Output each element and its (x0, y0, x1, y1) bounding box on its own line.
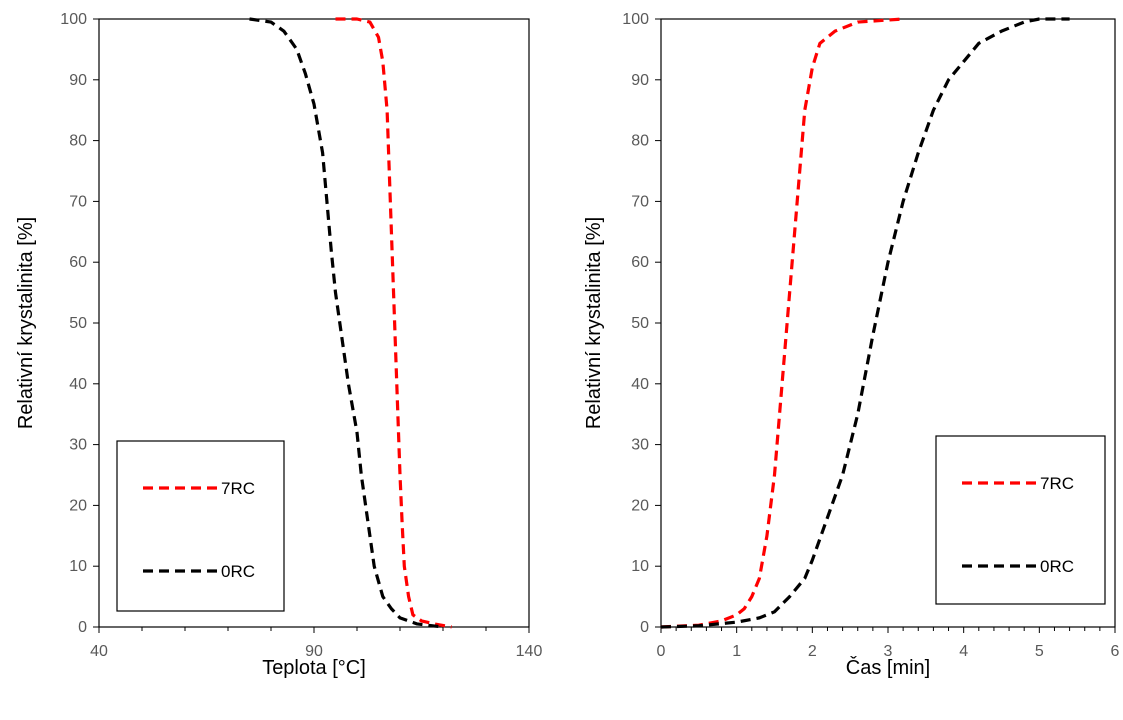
series-line-7rc (335, 17, 452, 629)
y-tick-label: 30 (631, 437, 649, 454)
chart-temperature: 0 10 20 30 40 50 60 70 80 90 100 40 90 140 Teplota [°C… (15, 11, 542, 679)
x-tick-label: 5 (1035, 643, 1044, 660)
y-tick-label: 40 (631, 376, 649, 393)
legend-label-7rc: 7RC (221, 479, 255, 498)
y-tick-label: 100 (60, 11, 87, 28)
x-tick-label: 140 (516, 643, 543, 660)
y-tick-label: 10 (69, 558, 87, 575)
x-tick-label: 2 (808, 643, 817, 660)
x-tick-label: 3 (884, 643, 893, 660)
y-tick-label: 80 (631, 133, 649, 150)
series-line-7rc (660, 17, 904, 629)
series-line-0rc (249, 17, 444, 629)
y-tick-label: 20 (631, 497, 649, 514)
y-tick-label: 10 (631, 558, 649, 575)
series-line-0rc (660, 17, 1070, 629)
y-tick-label: 60 (69, 254, 87, 271)
y-tick-label: 50 (69, 315, 87, 332)
x-tick-label: 4 (959, 643, 968, 660)
y-tick-label: 70 (631, 193, 649, 210)
y-tick-label: 20 (69, 497, 87, 514)
y-tick-label: 80 (69, 133, 87, 150)
y-axis-title: Relativní krystalinita [%] (15, 217, 37, 429)
x-tick-label: 40 (90, 643, 108, 660)
y-tick-label: 0 (640, 619, 649, 636)
legend: 7RC 0RC (116, 440, 285, 612)
legend-label-7rc: 7RC (1040, 474, 1074, 493)
y-tick-label: 100 (622, 11, 649, 28)
x-axis-title: Teplota [°C] (262, 657, 366, 679)
legend-box (935, 435, 1106, 605)
y-tick-label: 90 (69, 72, 87, 89)
x-tick-label: 1 (732, 643, 741, 660)
legend-label-0rc: 0RC (1040, 557, 1074, 576)
x-tick-label: 0 (657, 643, 666, 660)
y-tick-label: 50 (631, 315, 649, 332)
y-tick-label: 70 (69, 193, 87, 210)
x-axis-title: Čas [min] (846, 656, 930, 679)
legend-box (116, 440, 285, 612)
y-tick-label: 60 (631, 254, 649, 271)
y-axis-title: Relativní krystalinita [%] (583, 217, 605, 429)
y-tick-label: 30 (69, 437, 87, 454)
y-tick-label: 90 (631, 72, 649, 89)
x-tick-label: 6 (1111, 643, 1120, 660)
x-tick-label: 90 (305, 643, 323, 660)
legend-label-0rc: 0RC (221, 562, 255, 581)
y-tick-label: 40 (69, 376, 87, 393)
legend: 7RC 0RC (935, 435, 1106, 605)
chart-time: 0 10 20 30 40 50 60 70 80 90 100 0 1 2 3 4 5 6 Čas [min] Re… (583, 11, 1120, 679)
y-tick-label: 0 (78, 619, 87, 636)
